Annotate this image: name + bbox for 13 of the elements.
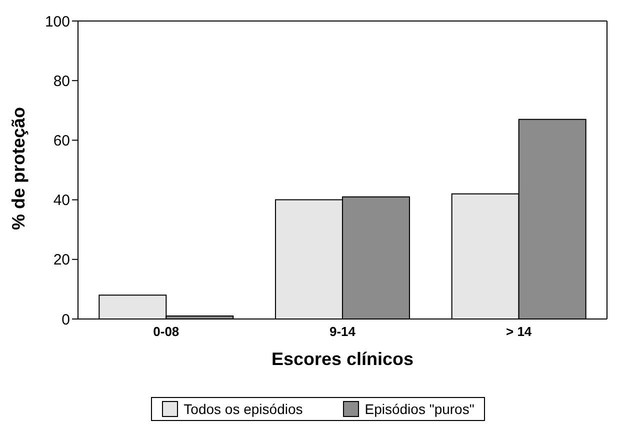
x-tick-label: 9-14 <box>329 324 356 340</box>
y-axis-title: % de proteção <box>8 106 28 230</box>
y-tick-label: 20 <box>53 252 70 269</box>
legend-label: Episódios "puros" <box>364 401 474 417</box>
y-tick-label: 80 <box>53 72 70 90</box>
x-tick-label: > 14 <box>506 324 532 340</box>
x-axis-title: Escores clínicos <box>271 349 414 369</box>
y-tick-label: 100 <box>44 13 70 30</box>
y-tick-label: 40 <box>53 192 70 210</box>
legend-label: Todos os episódios <box>182 401 303 417</box>
x-tick-label: 0-08 <box>153 324 180 340</box>
y-tick-label: 0 <box>62 311 70 328</box>
y-tick-label: 60 <box>53 132 70 150</box>
